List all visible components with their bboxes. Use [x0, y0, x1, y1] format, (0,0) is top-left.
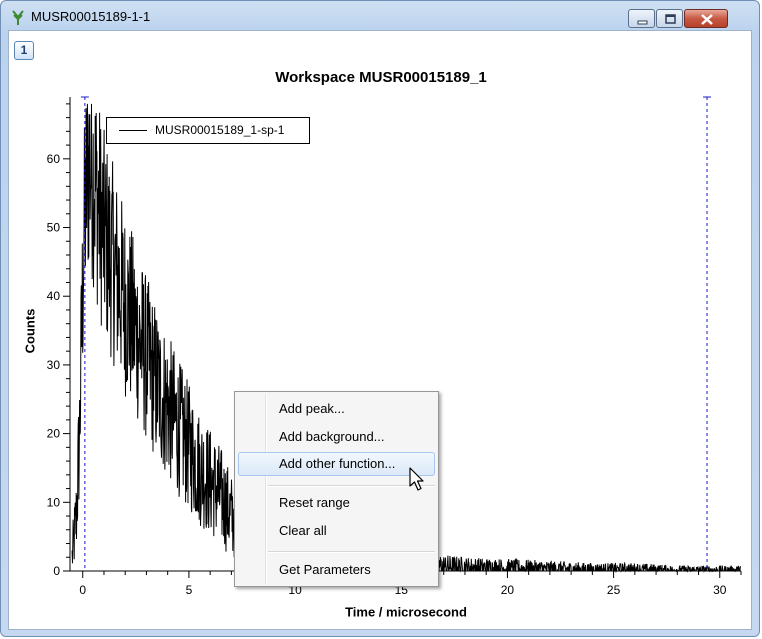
x-tick-label: 25: [607, 583, 621, 597]
x-tick-label: 5: [186, 583, 193, 597]
context-menu: Add peak... Add background... Add other …: [234, 391, 439, 587]
tab-badge[interactable]: 1: [14, 41, 34, 60]
menu-separator: [268, 485, 435, 487]
menu-item-get-parameters[interactable]: Get Parameters: [279, 562, 371, 577]
menu-item-clear-all[interactable]: Clear all: [279, 523, 327, 538]
legend[interactable]: MUSR00015189_1-sp-1: [106, 117, 310, 144]
close-icon: [701, 14, 713, 25]
y-axis-label: Counts: [22, 308, 38, 354]
menu-item-add-other-function[interactable]: Add other function...: [238, 452, 435, 476]
legend-label: MUSR00015189_1-sp-1: [155, 123, 285, 137]
x-axis-label: Time / microsecond: [345, 604, 467, 620]
legend-line-swatch: [119, 130, 147, 131]
menu-item-reset-range[interactable]: Reset range: [279, 495, 350, 510]
mouse-cursor-icon: [409, 467, 424, 491]
maximize-button[interactable]: [656, 9, 683, 28]
y-tick-label: 0: [53, 564, 60, 578]
maximize-icon: [665, 14, 676, 24]
minimize-icon: [637, 20, 648, 25]
y-tick-label: 20: [47, 427, 61, 441]
title-bar[interactable]: MUSR00015189-1-1: [1, 1, 759, 31]
y-tick-label: 60: [47, 152, 61, 166]
minimize-button[interactable]: [628, 9, 655, 28]
x-tick-label: 30: [713, 583, 727, 597]
menu-gutter: [265, 394, 267, 584]
menu-separator: [268, 551, 435, 553]
menu-item-add-background[interactable]: Add background...: [279, 429, 385, 444]
menu-item-add-peak[interactable]: Add peak...: [279, 401, 345, 416]
app-icon: [12, 10, 24, 25]
window-title: MUSR00015189-1-1: [31, 9, 151, 24]
y-tick-label: 40: [47, 289, 61, 303]
y-tick-label: 50: [47, 221, 61, 235]
x-tick-label: 20: [501, 583, 515, 597]
y-tick-label: 30: [47, 358, 61, 372]
close-button[interactable]: [684, 9, 728, 28]
plot-title: Workspace MUSR00015189_1: [275, 69, 487, 86]
y-tick-label: 10: [47, 495, 61, 509]
x-tick-label: 0: [79, 583, 86, 597]
